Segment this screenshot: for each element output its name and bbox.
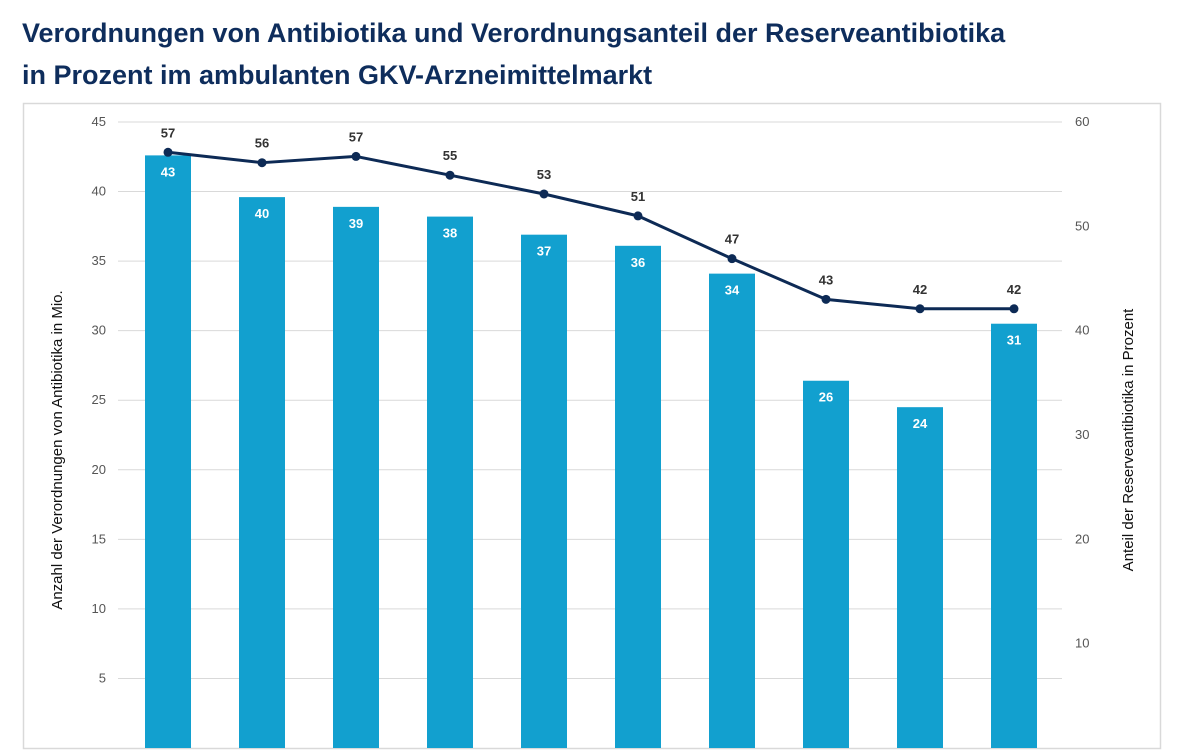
bar — [615, 245, 661, 748]
bar-data-label: 34 — [725, 283, 740, 298]
line-point — [351, 151, 361, 161]
bar — [427, 216, 473, 748]
bar — [145, 155, 191, 749]
bar-data-label: 43 — [161, 164, 175, 179]
line-data-label: 42 — [913, 282, 927, 297]
line-series — [167, 150, 1014, 311]
bar-data-label: 36 — [631, 255, 645, 270]
bar — [803, 380, 849, 748]
y-left-tick-label: 20 — [92, 462, 106, 477]
line-point — [445, 170, 455, 180]
bar-data-label: 40 — [255, 206, 269, 221]
y-left-tick-label: 5 — [99, 670, 106, 685]
line-data-label: 53 — [537, 167, 551, 182]
bar — [897, 407, 943, 748]
bar-data-label: 24 — [913, 416, 928, 431]
line-point — [539, 189, 549, 199]
y-left-tick-label: 45 — [92, 114, 106, 129]
bar — [239, 197, 285, 748]
line-point — [727, 254, 737, 264]
title-line-1: Verordnungen von Antibiotika und Verordn… — [22, 18, 1006, 48]
line-data-label: 56 — [255, 136, 269, 151]
bar-data-label: 39 — [349, 216, 363, 231]
bar-data-label: 26 — [819, 390, 833, 405]
line-data-label: 47 — [725, 232, 739, 247]
y-left-tick-label: 15 — [92, 531, 106, 546]
chart-frame — [22, 102, 1162, 750]
y-right-tick-label: 50 — [1075, 218, 1089, 233]
bar-data-label: 31 — [1007, 333, 1021, 348]
chart-title: Verordnungen von Antibiotika und Verordn… — [22, 12, 1005, 96]
line-data-label: 43 — [819, 272, 833, 287]
y-right-tick-label: 20 — [1075, 531, 1089, 546]
y-right-tick-label: 40 — [1075, 323, 1089, 338]
y-axis-left-label: Anzahl der Verordnungen von Antibiotika … — [49, 290, 66, 609]
line-point — [1009, 304, 1019, 314]
y-right-tick-label: 30 — [1075, 427, 1089, 442]
line-point — [257, 158, 267, 168]
y-left-tick-label: 35 — [92, 253, 106, 268]
y-left-tick-label: 30 — [92, 323, 106, 338]
line-point — [915, 304, 925, 314]
line-data-label: 51 — [631, 189, 645, 204]
line-data-label: 42 — [1007, 282, 1021, 297]
line-data-label: 55 — [443, 148, 457, 163]
line-point — [821, 294, 831, 304]
y-right-tick-label: 10 — [1075, 636, 1089, 651]
line-point — [633, 211, 643, 221]
line-data-label: 57 — [349, 129, 363, 144]
bar — [521, 234, 567, 748]
bar-data-label: 38 — [443, 226, 457, 241]
bar — [333, 206, 379, 748]
bar — [709, 273, 755, 748]
y-left-tick-label: 40 — [92, 184, 106, 199]
y-right-tick-label: 60 — [1075, 114, 1089, 129]
bar-data-label: 37 — [537, 244, 551, 259]
y-axis-right-label: Anteil der Reserveantibiotika in Prozent — [1120, 308, 1137, 571]
line-data-label: 57 — [161, 125, 175, 140]
line-point — [163, 147, 173, 157]
bar — [991, 323, 1037, 748]
y-left-tick-label: 10 — [92, 601, 106, 616]
y-left-tick-label: 25 — [92, 392, 106, 407]
title-line-2: in Prozent im ambulanten GKV-Arzneimitte… — [22, 60, 653, 90]
